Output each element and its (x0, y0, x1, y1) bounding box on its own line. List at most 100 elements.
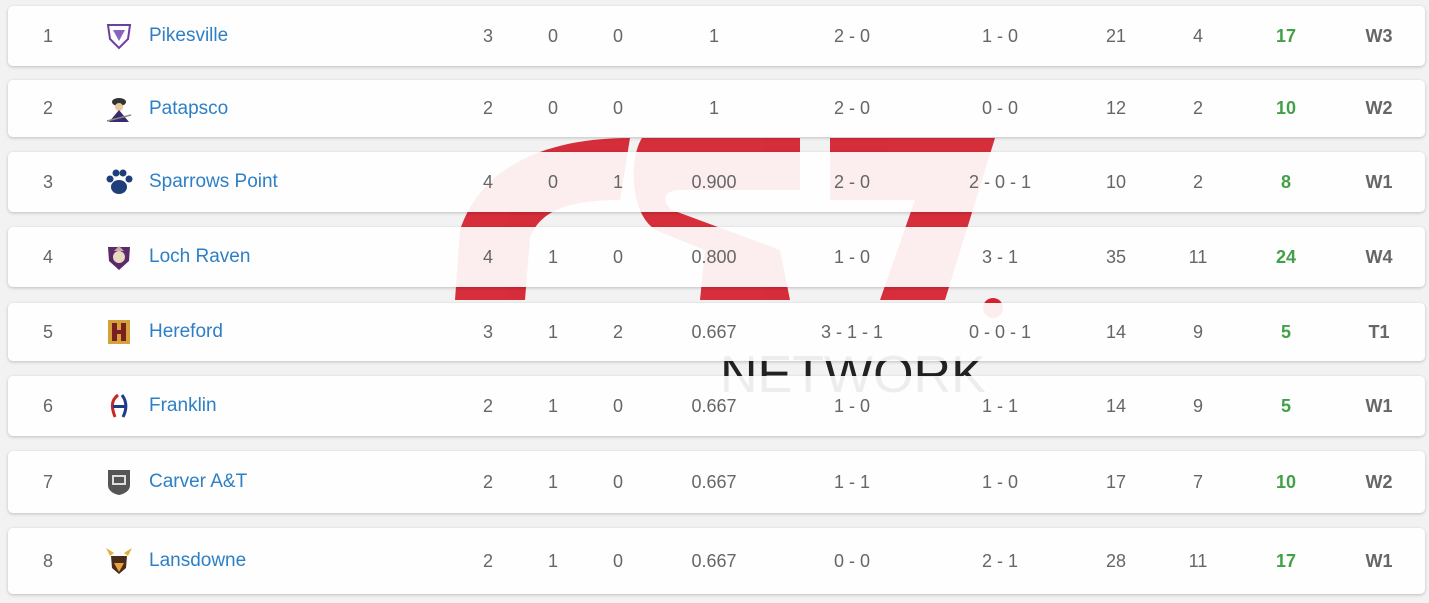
team-link[interactable]: Hereford (149, 321, 223, 342)
ties-cell: 0 (612, 246, 623, 267)
division-record-cell: 1 - 0 (833, 395, 871, 416)
wins-cell: 2 (482, 550, 493, 571)
point-diff-cell: 5 (1280, 321, 1291, 342)
streak-cell: W1 (1365, 550, 1393, 571)
point-diff-cell: 17 (1275, 25, 1297, 46)
standings-row: 4 Loch Raven 4 1 0 0.800 1 - 0 3 - 1 35 11 24 W4 (8, 227, 1425, 287)
points-for-cell: 12 (1105, 98, 1127, 118)
standings-row: 3 Sparrows Point 4 0 1 0.900 2 - 0 2 - 0 - 1 10 2… (8, 152, 1425, 212)
streak-cell: T1 (1368, 321, 1390, 342)
pct-cell: 0.800 (691, 246, 737, 267)
division-record-cell: 2 - 0 (833, 25, 871, 46)
points-for-cell: 28 (1105, 550, 1127, 571)
other-record-cell: 1 - 0 (981, 471, 1019, 492)
points-against-cell: 11 (1188, 550, 1208, 571)
pct-cell: 0.667 (691, 395, 737, 416)
losses-cell: 1 (547, 246, 558, 267)
other-record-cell: 0 - 0 - 1 (968, 321, 1032, 342)
pct-cell: 1 (708, 25, 719, 46)
streak-cell: W1 (1365, 395, 1393, 416)
ties-cell: 0 (612, 25, 623, 46)
streak-cell: W3 (1365, 25, 1393, 46)
standings-row: 2 Patapsco 2 0 0 1 2 - 0 0 - 0 12 2 10 W2 (8, 80, 1425, 137)
team-link[interactable]: Lansdowne (149, 550, 247, 571)
division-record-cell: 0 - 0 (833, 550, 871, 571)
rank-cell: 2 (42, 98, 53, 118)
point-diff-cell: 10 (1275, 98, 1297, 118)
team-link[interactable]: Loch Raven (149, 246, 251, 267)
rank-cell: 6 (42, 395, 53, 416)
points-against-cell: 9 (1192, 321, 1203, 342)
losses-cell: 0 (547, 25, 558, 46)
losses-cell: 1 (547, 471, 558, 492)
rank-cell: 8 (42, 550, 53, 571)
point-diff-cell: 24 (1275, 246, 1297, 267)
division-record-cell: 2 - 0 (833, 98, 871, 118)
other-record-cell: 1 - 1 (981, 395, 1019, 416)
losses-cell: 1 (547, 321, 558, 342)
points-for-cell: 14 (1105, 395, 1127, 416)
standings-row: 5 Hereford 3 1 2 0.667 3 - 1 - 1 0 - 0 - 1 14 9 5 T… (8, 303, 1425, 361)
division-record-cell: 1 - 0 (833, 246, 871, 267)
losses-cell: 1 (547, 550, 558, 571)
standings-row: 8 Lansdowne 2 1 0 0.667 0 - 0 2 - 1 28 11 17 W1 (8, 528, 1425, 594)
standings-row: 6 Franklin 2 1 0 0.667 1 - 0 1 - 1 14 9 5 W1 (8, 376, 1425, 436)
points-against-cell: 9 (1192, 395, 1203, 416)
streak-cell: W1 (1365, 171, 1393, 192)
division-record-cell: 3 - 1 - 1 (820, 321, 884, 342)
wins-cell: 2 (482, 395, 493, 416)
points-against-cell: 2 (1192, 98, 1203, 118)
rank-cell: 3 (42, 171, 53, 192)
franklin-logo-icon (102, 376, 136, 436)
team-link[interactable]: Franklin (149, 395, 217, 416)
standings-row: 1 Pikesville 3 0 0 1 2 - 0 1 - 0 21 4 17 W3 (8, 6, 1425, 66)
ties-cell: 0 (612, 550, 623, 571)
streak-cell: W2 (1365, 471, 1393, 492)
points-against-cell: 4 (1192, 25, 1203, 46)
team-link[interactable]: Patapsco (149, 97, 229, 119)
carver-shield-logo-icon (102, 451, 136, 513)
team-link[interactable]: Pikesville (149, 25, 229, 46)
rank-cell: 5 (42, 321, 53, 342)
other-record-cell: 3 - 1 (981, 246, 1019, 267)
point-diff-cell: 5 (1280, 395, 1291, 416)
points-against-cell: 11 (1188, 246, 1208, 267)
team-link[interactable]: Sparrows Point (149, 171, 278, 192)
point-diff-cell: 8 (1280, 171, 1291, 192)
paw-print-logo-icon (102, 152, 136, 212)
point-diff-cell: 10 (1275, 471, 1297, 492)
points-against-cell: 7 (1192, 471, 1203, 492)
other-record-cell: 2 - 1 (981, 550, 1019, 571)
other-record-cell: 0 - 0 (981, 98, 1019, 118)
ties-cell: 1 (612, 171, 623, 192)
wins-cell: 4 (482, 171, 493, 192)
pct-cell: 0.667 (691, 550, 737, 571)
other-record-cell: 2 - 0 - 1 (968, 171, 1032, 192)
patapsco-logo-icon (102, 80, 136, 137)
points-for-cell: 35 (1105, 246, 1127, 267)
wins-cell: 3 (482, 321, 493, 342)
points-for-cell: 17 (1105, 471, 1127, 492)
points-for-cell: 21 (1105, 25, 1127, 46)
points-for-cell: 10 (1105, 171, 1127, 192)
points-for-cell: 14 (1105, 321, 1127, 342)
ties-cell: 0 (612, 395, 623, 416)
pikesville-logo-icon (102, 6, 136, 66)
ties-cell: 2 (612, 321, 623, 342)
pct-cell: 0.900 (691, 171, 737, 192)
wins-cell: 2 (482, 471, 493, 492)
pct-cell: 0.667 (691, 471, 737, 492)
wins-cell: 3 (482, 25, 493, 46)
streak-cell: W2 (1365, 98, 1393, 118)
wins-cell: 2 (482, 98, 493, 118)
losses-cell: 1 (547, 395, 558, 416)
hereford-h-logo-icon (102, 303, 136, 361)
ties-cell: 0 (612, 471, 623, 492)
viking-logo-icon (102, 528, 136, 594)
streak-cell: W4 (1365, 246, 1393, 267)
losses-cell: 0 (547, 98, 558, 118)
wins-cell: 4 (482, 246, 493, 267)
points-against-cell: 2 (1192, 171, 1203, 192)
team-link[interactable]: Carver A&T (149, 471, 248, 492)
